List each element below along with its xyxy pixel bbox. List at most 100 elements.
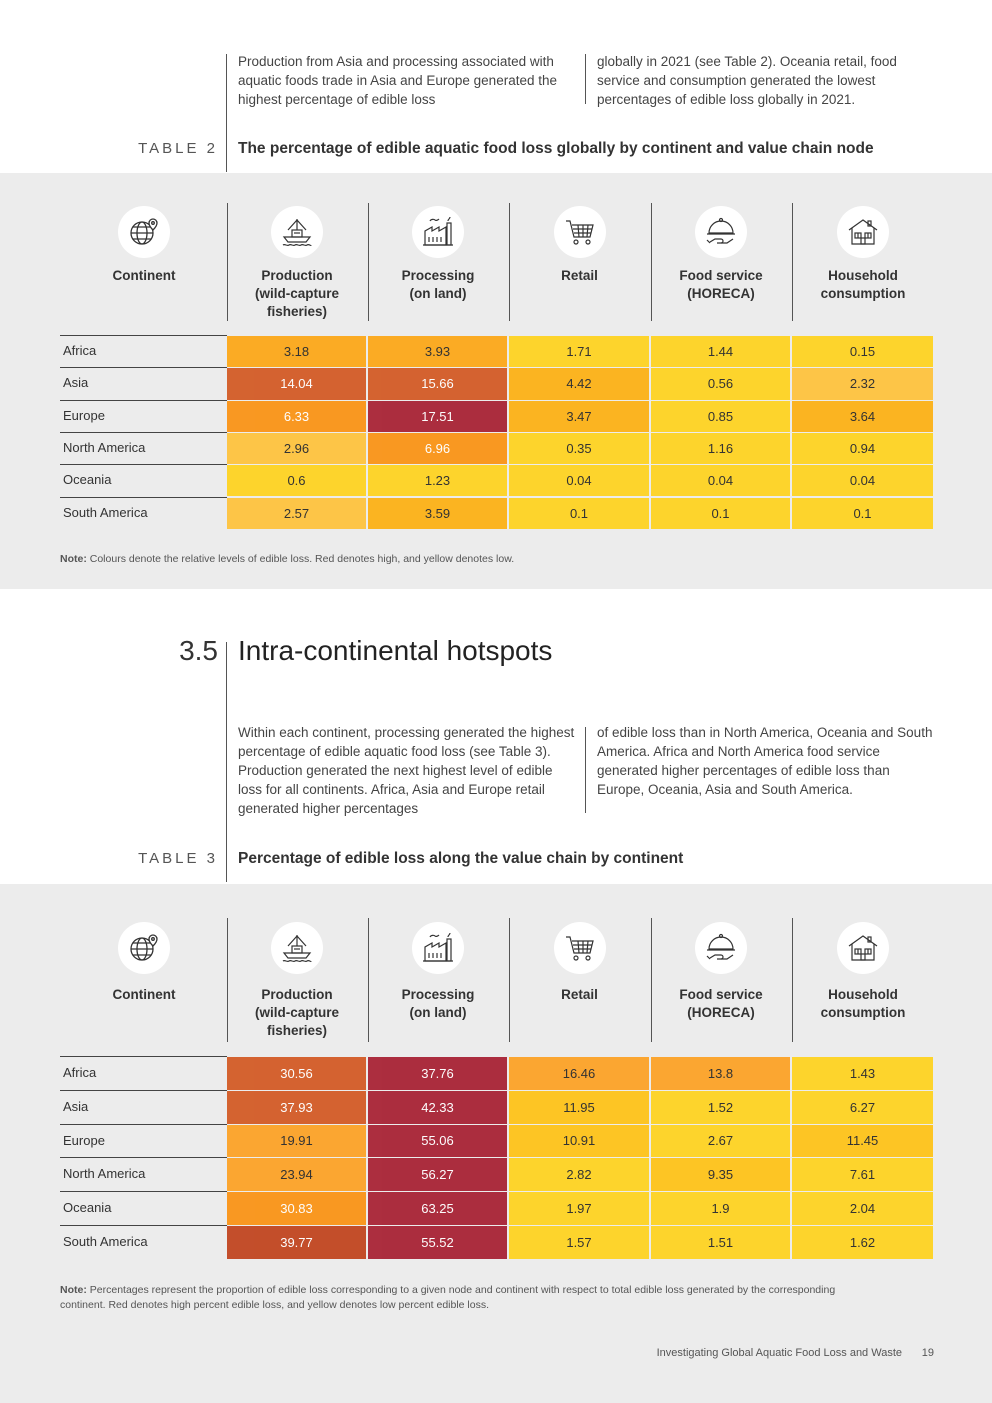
table-cell: 2.96 xyxy=(227,432,366,465)
table-cell: 23.94 xyxy=(227,1158,366,1192)
table-cell: 1.51 xyxy=(651,1226,790,1259)
table-cell: 3.64 xyxy=(792,400,933,432)
row-label: South America xyxy=(63,504,148,520)
globe-pin-icon xyxy=(118,206,170,258)
row-label: Europe xyxy=(63,1132,105,1148)
intro-divider-left xyxy=(226,54,227,172)
fishing-boat-icon xyxy=(271,206,323,258)
table-cell: 16.46 xyxy=(509,1057,649,1090)
table-cell: 0.6 xyxy=(227,465,366,497)
table-cell: 39.77 xyxy=(227,1226,366,1259)
table-cell: 9.35 xyxy=(651,1158,790,1192)
table-cell: 0.1 xyxy=(651,497,790,529)
globe-pin-icon xyxy=(118,922,170,974)
column-separator xyxy=(509,203,510,321)
table-cell: 2.82 xyxy=(509,1158,649,1192)
table-cell: 0.04 xyxy=(509,465,649,497)
table-cell: 55.52 xyxy=(368,1226,507,1259)
table-cell: 10.91 xyxy=(509,1124,649,1158)
table-cell: 55.06 xyxy=(368,1124,507,1158)
table-cell: 1.23 xyxy=(368,465,507,497)
table-cell: 0.15 xyxy=(792,336,933,368)
table-cell: 3.18 xyxy=(227,336,366,368)
row-label: South America xyxy=(63,1233,148,1249)
table2-note: Note: Colours denote the relative levels… xyxy=(60,552,880,567)
table-cell: 0.04 xyxy=(651,465,790,497)
table-cell: 1.62 xyxy=(792,1226,933,1259)
table-cell: 30.83 xyxy=(227,1192,366,1225)
table-cell: 63.25 xyxy=(368,1192,507,1225)
header-household: Household consumption xyxy=(820,987,906,1020)
row-divider xyxy=(60,496,227,498)
column-separator xyxy=(227,203,228,321)
table-cell: 2.67 xyxy=(651,1124,790,1158)
row-divider xyxy=(60,399,227,401)
factory-icon xyxy=(412,922,464,974)
table-cell: 3.93 xyxy=(368,336,507,368)
column-separator xyxy=(368,918,369,1042)
header-household: Household consumption xyxy=(820,268,906,301)
row-label: Africa xyxy=(63,1064,97,1080)
table-cell: 1.71 xyxy=(509,336,649,368)
table3-note: Note: Percentages represent the proporti… xyxy=(60,1283,880,1313)
note-label: Note: xyxy=(60,1284,87,1296)
table-cell: 1.43 xyxy=(792,1057,933,1090)
table-cell: 1.52 xyxy=(651,1090,790,1124)
table-cell: 2.57 xyxy=(227,497,366,529)
page-number: 19 xyxy=(921,1347,934,1359)
shopping-cart-icon xyxy=(553,206,606,258)
table-cell: 1.97 xyxy=(509,1192,649,1225)
row-label: Asia xyxy=(63,375,89,391)
shopping-cart-icon xyxy=(553,922,606,974)
table-cell: 56.27 xyxy=(368,1158,507,1192)
row-label: Oceania xyxy=(63,1200,112,1216)
table-cell: 0.35 xyxy=(509,432,649,465)
row-divider xyxy=(60,1089,227,1091)
table-cell: 0.56 xyxy=(651,368,790,400)
row-divider xyxy=(60,1157,227,1159)
row-divider xyxy=(60,431,227,433)
note-text: Percentages represent the proportion of … xyxy=(60,1284,836,1311)
row-label: Europe xyxy=(63,407,105,423)
table-cell: 6.96 xyxy=(368,432,507,465)
table-cell: 15.66 xyxy=(368,368,507,400)
header-continent: Continent xyxy=(112,268,176,283)
table-cell: 11.95 xyxy=(509,1090,649,1124)
table-cell: 3.47 xyxy=(509,400,649,432)
table-cell: 0.1 xyxy=(792,497,933,529)
table-cell: 1.9 xyxy=(651,1192,790,1225)
note-label: Note: xyxy=(60,553,87,565)
intro-top-col1: Production from Asia and processing asso… xyxy=(238,54,557,107)
section-title: Intra-continental hotspots xyxy=(238,635,553,666)
intro-top-col2: globally in 2021 (see Table 2). Oceania … xyxy=(597,54,897,107)
table-cell: 0.94 xyxy=(792,432,933,465)
row-label: North America xyxy=(63,1166,146,1182)
table2-title: The percentage of edible aquatic food lo… xyxy=(238,140,874,157)
table-cell: 1.16 xyxy=(651,432,790,465)
table-cell: 2.32 xyxy=(792,368,933,400)
table-cell: 4.42 xyxy=(509,368,649,400)
table-cell: 0.04 xyxy=(792,465,933,497)
column-separator xyxy=(651,203,652,321)
intro-mid-col1: Within each continent, processing genera… xyxy=(238,725,575,816)
row-divider xyxy=(60,1123,227,1125)
intro-mid-divider xyxy=(585,727,586,813)
header-retail: Retail xyxy=(561,987,598,1002)
serving-dish-icon xyxy=(695,206,747,258)
table-cell: 14.04 xyxy=(227,368,366,400)
factory-icon xyxy=(412,206,464,258)
row-divider xyxy=(60,1225,227,1226)
house-icon xyxy=(837,922,889,974)
header-food-service: Food service (HORECA) xyxy=(679,268,763,301)
section-divider xyxy=(226,642,227,882)
header-production: Production (wild-capture fisheries) xyxy=(254,987,339,1038)
fishing-boat-icon xyxy=(271,922,323,974)
column-separator xyxy=(792,203,793,321)
header-production: Production (wild-capture fisheries) xyxy=(254,268,339,319)
table-cell: 0.85 xyxy=(651,400,790,432)
column-separator xyxy=(227,918,228,1042)
header-processing: Processing (on land) xyxy=(401,268,475,301)
table-cell: 6.27 xyxy=(792,1090,933,1124)
column-separator xyxy=(792,918,793,1042)
header-food-service: Food service (HORECA) xyxy=(679,987,763,1020)
